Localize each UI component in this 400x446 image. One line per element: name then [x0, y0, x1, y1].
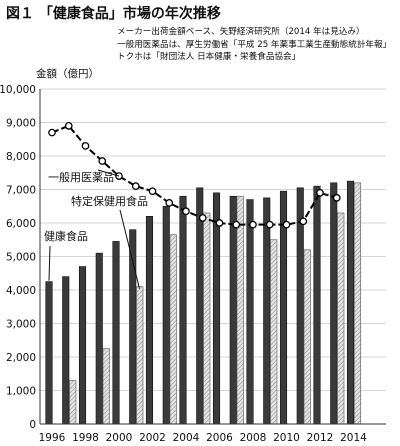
- health-food-bar: [196, 187, 204, 425]
- tokuho-bar: [337, 212, 345, 425]
- y-tick-label: 5,000: [6, 252, 36, 264]
- leader-line-health-food: [48, 245, 51, 281]
- otc-drug-point: [64, 122, 73, 130]
- y-tick-label: 8,000: [6, 151, 36, 163]
- otc-drug-point: [148, 187, 157, 196]
- x-tick-label: 2000: [106, 432, 133, 444]
- health-food-bar: [129, 229, 137, 425]
- y-tick-label: 4,000: [6, 285, 36, 297]
- y-tick-label: 2,000: [6, 352, 36, 364]
- health-food-bar: [179, 195, 187, 425]
- otc-drug-point: [48, 128, 56, 137]
- leader-line-otc: [97, 169, 120, 177]
- leader-line-tokuho: [119, 209, 140, 289]
- otc-drug-point: [131, 182, 140, 190]
- source-note: メーカー出荷金額ベース、矢野経済研究所（2014 年は見込み）: [117, 27, 365, 37]
- x-tick-label: 2014: [340, 432, 367, 444]
- health-food-bar: [313, 185, 321, 425]
- tokuho-bar: [69, 380, 77, 425]
- x-tick-label: 2012: [307, 432, 334, 444]
- health-food-bar: [162, 205, 170, 425]
- source-notes: メーカー出荷金額ベース、矢野経済研究所（2014 年は見込み） 一般用医薬品は、…: [117, 26, 391, 64]
- health-food-bar: [45, 281, 53, 425]
- series-label-otc: 一般用医薬品: [48, 171, 114, 184]
- health-food-bar: [229, 195, 237, 425]
- health-food-bar: [346, 180, 355, 425]
- series-label-health-food: 健康食品: [44, 229, 88, 243]
- y-tick-label: 10,000: [0, 84, 36, 96]
- x-tick-label: 2004: [173, 432, 200, 444]
- x-tick-label: 1996: [39, 432, 66, 444]
- otc-drug-point: [249, 220, 257, 229]
- source-note: 一般用医薬品は、厚生労働省「平成 25 年薬事工業生産動態統計年報」: [117, 39, 392, 50]
- x-tick-label: 1998: [72, 432, 99, 444]
- tokuho-bar: [236, 195, 244, 425]
- health-food-bar: [330, 182, 338, 425]
- otc-drug-point: [232, 220, 241, 229]
- otc-drug-point: [316, 189, 324, 197]
- x-tick-label: 2006: [206, 432, 233, 444]
- x-tick-label: 2010: [273, 432, 300, 444]
- y-tick-label: 7,000: [6, 185, 36, 197]
- y-tick-label: 1,000: [6, 386, 36, 398]
- otc-drug-point: [81, 142, 90, 150]
- otc-drug-point: [98, 157, 107, 165]
- otc-drug-point: [332, 194, 341, 202]
- x-tick-label: 2008: [240, 432, 267, 444]
- health-food-bar: [112, 241, 120, 425]
- health-food-bar: [263, 197, 271, 425]
- source-note: トクホは「財団法人 日本健康・栄養食品協会」: [117, 52, 301, 62]
- otc-drug-point: [198, 214, 207, 222]
- tokuho-bar: [270, 239, 278, 425]
- y-tick-label: 0: [29, 419, 36, 431]
- tokuho-bar: [136, 286, 144, 425]
- otc-drug-point: [215, 219, 224, 227]
- chart-title: 図１ 「健康食品」市場の年次推移: [6, 6, 221, 22]
- otc-drug-point: [265, 220, 274, 229]
- y-tick-label: 3,000: [6, 319, 36, 331]
- tokuho-bar: [102, 348, 110, 425]
- health-food-bar: [95, 252, 103, 425]
- otc-drug-point: [182, 207, 190, 216]
- health-food-bar: [145, 216, 154, 425]
- health-food-bar: [62, 276, 70, 425]
- health-food-bar: [212, 192, 221, 425]
- otc-drug-point: [299, 217, 308, 226]
- health-food-bar: [246, 199, 254, 425]
- y-axis-label: 金額（億円）: [36, 67, 99, 80]
- tokuho-bar: [169, 234, 177, 425]
- tokuho-bar: [203, 212, 211, 425]
- tokuho-bar: [303, 249, 311, 425]
- tokuho-bar: [353, 182, 362, 425]
- x-tick-label: 2002: [139, 432, 166, 444]
- y-tick-label: 9,000: [6, 118, 36, 130]
- health-food-bar: [78, 266, 87, 425]
- otc-drug-point: [165, 199, 174, 207]
- y-tick-label: 6,000: [6, 218, 36, 230]
- otc-drug-point: [282, 220, 291, 229]
- series-label-tokuho: 特定保健用食品: [71, 194, 148, 208]
